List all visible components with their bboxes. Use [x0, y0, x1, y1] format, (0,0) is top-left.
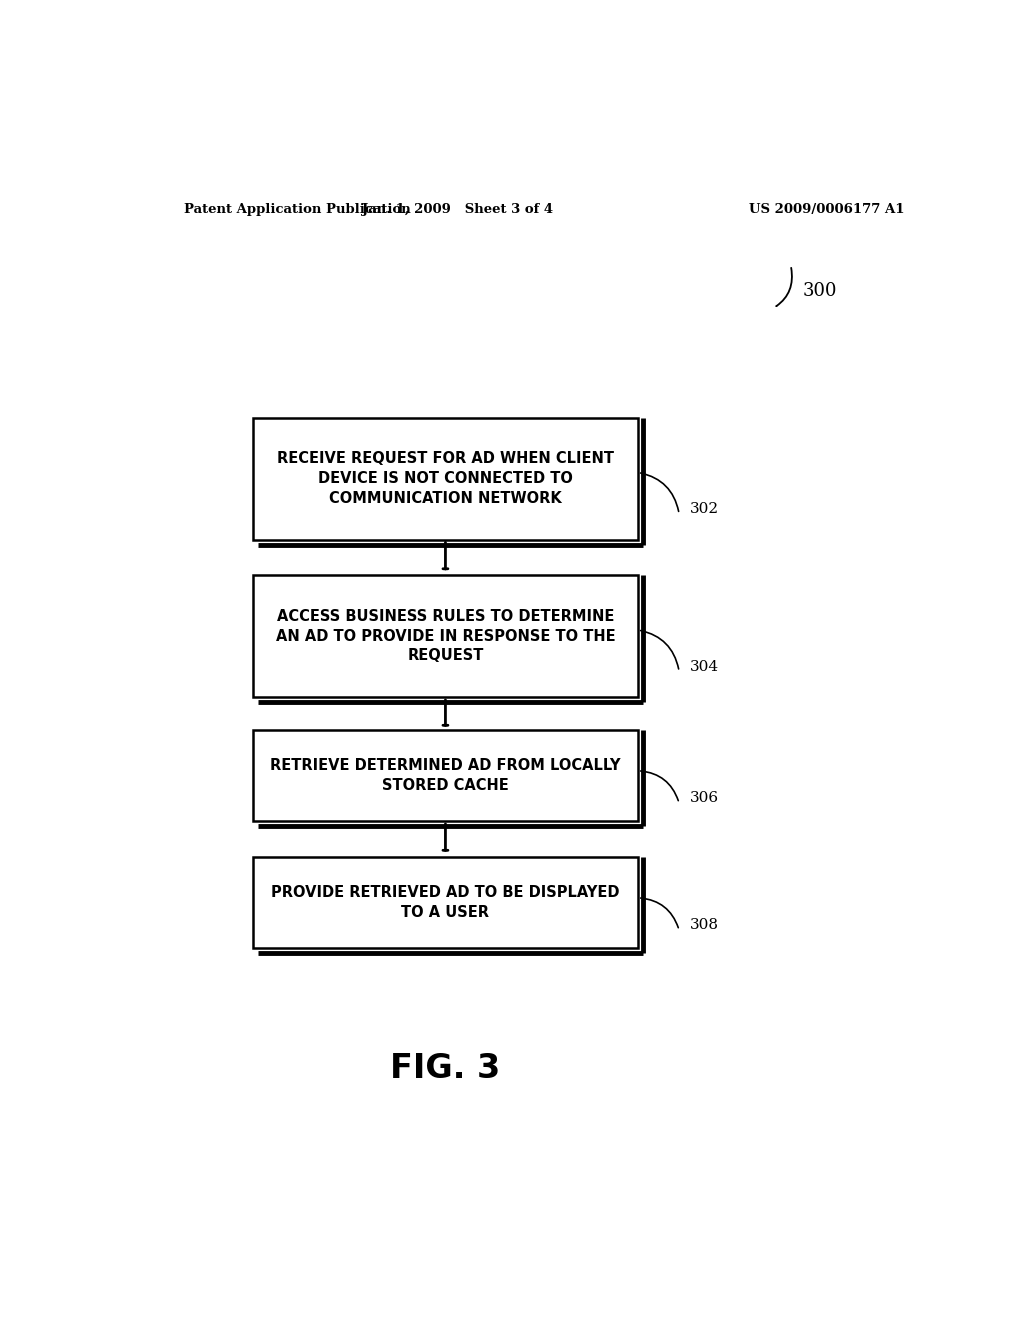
Bar	[253, 857, 638, 948]
Text: PROVIDE RETRIEVED AD TO BE DISPLAYED
TO A USER: PROVIDE RETRIEVED AD TO BE DISPLAYED TO …	[271, 884, 620, 920]
Text: 308: 308	[689, 919, 719, 932]
Text: 304: 304	[689, 660, 719, 673]
FancyArrowPatch shape	[641, 473, 679, 511]
Bar	[253, 417, 638, 540]
FancyArrowPatch shape	[641, 898, 678, 928]
Text: 300: 300	[803, 281, 837, 300]
Text: RETRIEVE DETERMINED AD FROM LOCALLY
STORED CACHE: RETRIEVE DETERMINED AD FROM LOCALLY STOR…	[270, 758, 621, 793]
FancyArrowPatch shape	[641, 771, 678, 801]
FancyArrowPatch shape	[641, 631, 679, 669]
Text: FIG. 3: FIG. 3	[390, 1052, 501, 1085]
Text: Jan. 1, 2009   Sheet 3 of 4: Jan. 1, 2009 Sheet 3 of 4	[361, 203, 553, 215]
Text: RECEIVE REQUEST FOR AD WHEN CLIENT
DEVICE IS NOT CONNECTED TO
COMMUNICATION NETW: RECEIVE REQUEST FOR AD WHEN CLIENT DEVIC…	[276, 451, 614, 506]
Bar	[253, 730, 638, 821]
Text: 302: 302	[689, 502, 719, 516]
Text: US 2009/0006177 A1: US 2009/0006177 A1	[749, 203, 904, 215]
FancyArrowPatch shape	[776, 268, 792, 306]
Text: Patent Application Publication: Patent Application Publication	[183, 203, 411, 215]
Bar	[253, 576, 638, 697]
Text: 306: 306	[689, 791, 719, 805]
Text: ACCESS BUSINESS RULES TO DETERMINE
AN AD TO PROVIDE IN RESPONSE TO THE
REQUEST: ACCESS BUSINESS RULES TO DETERMINE AN AD…	[275, 609, 615, 664]
